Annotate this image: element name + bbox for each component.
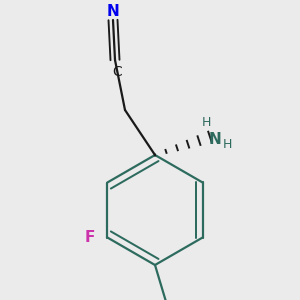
Text: C: C	[112, 65, 122, 79]
Text: F: F	[84, 230, 94, 245]
Text: N: N	[208, 131, 221, 146]
Text: N: N	[106, 4, 119, 20]
Text: H: H	[201, 116, 211, 130]
Text: H: H	[222, 139, 232, 152]
